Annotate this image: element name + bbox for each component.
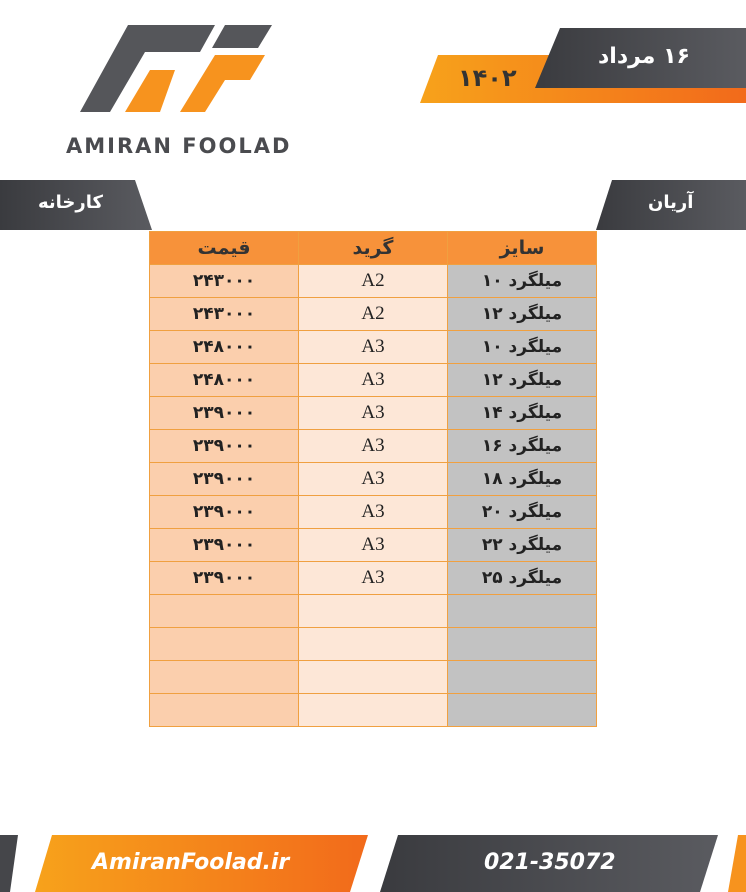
- empty-cell: [298, 660, 448, 694]
- empty-row: [149, 627, 597, 661]
- table-cell: A2: [298, 297, 448, 331]
- table-cell: A2: [298, 264, 448, 298]
- footer-web-bg: [35, 835, 368, 892]
- logo-shape: [212, 25, 272, 48]
- price-table: سایز گرید قیمت میلگرد ۱۰ A2 ۲۴۳۰۰۰ میلگرد ۱۲ A…: [149, 231, 597, 727]
- table-body: میلگرد ۱۰ A2 ۲۴۳۰۰۰ میلگرد ۱۲ A2 ۲۴۳۰۰۰ میلگرد…: [149, 264, 597, 727]
- logo-text: AMIRAN FOOLAD: [66, 134, 292, 158]
- table-row: میلگرد ۱۲ A2 ۲۴۳۰۰۰: [149, 297, 597, 331]
- website: AmiranFoolad.ir: [92, 850, 290, 875]
- table-cell: A3: [298, 462, 448, 496]
- empty-cell: [447, 693, 597, 727]
- table-row: میلگرد ۱۴ A3 ۲۳۹۰۰۰: [149, 396, 597, 430]
- table-cell: A3: [298, 396, 448, 430]
- table-cell: میلگرد ۲۲: [447, 528, 597, 562]
- empty-cell: [447, 594, 597, 628]
- empty-cell: [149, 627, 299, 661]
- phone: 021-35072: [484, 850, 616, 875]
- table-cell: A3: [298, 561, 448, 595]
- table-cell: میلگرد ۲۰: [447, 495, 597, 529]
- empty-row: [149, 660, 597, 694]
- table-cell: ۲۴۸۰۰۰: [149, 330, 299, 364]
- table-cell: میلگرد ۱۰: [447, 330, 597, 364]
- table-cell: ۲۳۹۰۰۰: [149, 429, 299, 463]
- date-banner: [535, 28, 746, 88]
- empty-row: [149, 693, 597, 727]
- table-row: میلگرد ۱۶ A3 ۲۳۹۰۰۰: [149, 429, 597, 463]
- table-cell: ۲۳۹۰۰۰: [149, 528, 299, 562]
- footer-shape: [0, 835, 18, 892]
- table-cell: ۲۴۳۰۰۰: [149, 297, 299, 331]
- empty-cell: [447, 660, 597, 694]
- left-label: کارخانه: [38, 192, 103, 213]
- empty-cell: [149, 594, 299, 628]
- year: ۱۴۰۲: [458, 64, 517, 92]
- table-cell: A3: [298, 429, 448, 463]
- footer-shape: [728, 835, 746, 892]
- right-label: آریان: [648, 192, 694, 213]
- table-cell: A3: [298, 363, 448, 397]
- table-cell: میلگرد ۱۶: [447, 429, 597, 463]
- empty-row: [149, 594, 597, 628]
- table-cell: ۲۳۹۰۰۰: [149, 561, 299, 595]
- table-cell: ۲۴۳۰۰۰: [149, 264, 299, 298]
- empty-cell: [149, 660, 299, 694]
- empty-cell: [149, 693, 299, 727]
- table-head: سایز گرید قیمت: [149, 231, 597, 265]
- empty-cell: [447, 627, 597, 661]
- table-cell: میلگرد ۱۸: [447, 462, 597, 496]
- table-row: میلگرد ۲۲ A3 ۲۳۹۰۰۰: [149, 528, 597, 562]
- table-cell: A3: [298, 330, 448, 364]
- table-cell: میلگرد ۱۲: [447, 363, 597, 397]
- table-row: میلگرد ۲۰ A3 ۲۳۹۰۰۰: [149, 495, 597, 529]
- table-row: میلگرد ۱۲ A3 ۲۴۸۰۰۰: [149, 363, 597, 397]
- table-cell: A3: [298, 528, 448, 562]
- header-row: سایز گرید قیمت: [149, 231, 597, 265]
- column-header: گرید: [298, 231, 448, 265]
- empty-cell: [298, 627, 448, 661]
- table-row: میلگرد ۱۰ A3 ۲۴۸۰۰۰: [149, 330, 597, 364]
- logo-shape: [180, 55, 265, 112]
- table-cell: میلگرد ۱۴: [447, 396, 597, 430]
- column-header: قیمت: [149, 231, 299, 265]
- table-cell: میلگرد ۱۰: [447, 264, 597, 298]
- footer-phone-bg: [380, 835, 718, 892]
- right-tab: [596, 180, 746, 230]
- table-row: میلگرد ۲۵ A3 ۲۳۹۰۰۰: [149, 561, 597, 595]
- table-cell: ۲۴۸۰۰۰: [149, 363, 299, 397]
- date: ۱۶ مرداد: [598, 44, 690, 69]
- logo-shape: [80, 25, 215, 112]
- table-cell: ۲۳۹۰۰۰: [149, 495, 299, 529]
- table-cell: میلگرد ۱۲: [447, 297, 597, 331]
- left-tab: [0, 180, 152, 230]
- logo-shape: [125, 70, 175, 112]
- empty-cell: [298, 594, 448, 628]
- table-cell: A3: [298, 495, 448, 529]
- table-row: میلگرد ۱۸ A3 ۲۳۹۰۰۰: [149, 462, 597, 496]
- empty-cell: [298, 693, 448, 727]
- table-cell: ۲۳۹۰۰۰: [149, 396, 299, 430]
- table-cell: میلگرد ۲۵: [447, 561, 597, 595]
- table-row: میلگرد ۱۰ A2 ۲۴۳۰۰۰: [149, 264, 597, 298]
- table-cell: ۲۳۹۰۰۰: [149, 462, 299, 496]
- column-header: سایز: [447, 231, 597, 265]
